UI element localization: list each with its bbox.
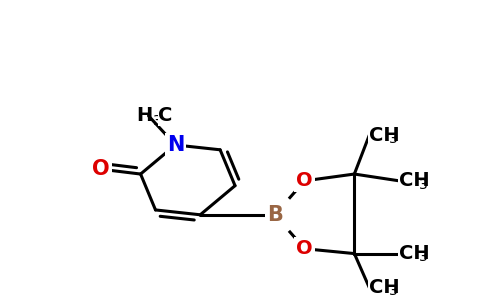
Text: N: N [166,135,184,155]
Text: O: O [296,239,313,258]
Text: CH: CH [369,278,400,297]
Text: 3: 3 [419,178,428,192]
Text: O: O [296,171,313,190]
Text: CH: CH [399,171,430,190]
Text: O: O [92,159,110,179]
Text: CH: CH [369,126,400,145]
Text: H: H [136,106,152,125]
Text: 3: 3 [419,250,428,265]
Text: B: B [267,205,283,225]
Text: 3: 3 [389,132,398,146]
Text: C: C [158,106,173,125]
Text: 3: 3 [152,114,161,128]
Text: 3: 3 [389,284,398,298]
Text: CH: CH [399,244,430,263]
